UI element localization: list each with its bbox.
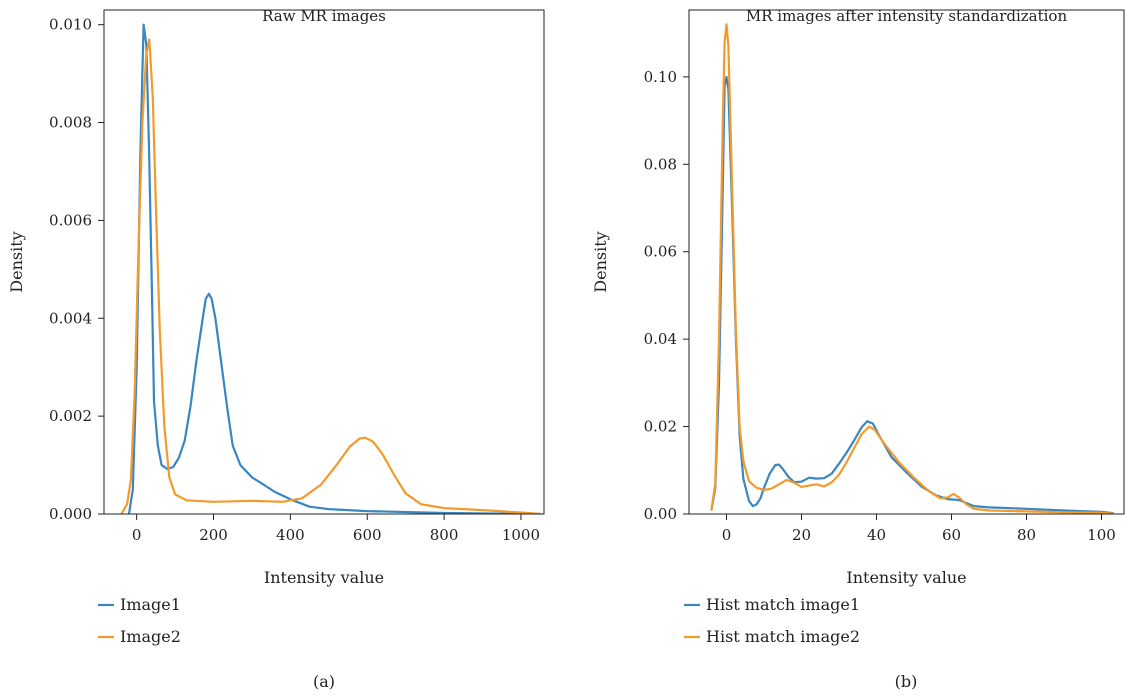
series-line-2	[710, 23, 1114, 514]
panel-label: (a)	[313, 672, 335, 691]
x-axis-label: Intensity value	[264, 568, 384, 587]
chart-title: MR images after intensity standardizatio…	[746, 7, 1068, 25]
x-tick-label: 0	[132, 526, 142, 544]
y-tick-label: 0.000	[49, 505, 92, 523]
chart-standardized-mr: MR images after intensity standardizatio…	[591, 7, 1125, 691]
y-tick-label: 0.00	[644, 505, 677, 523]
y-tick-label: 0.04	[644, 330, 677, 348]
legend-label: Image2	[120, 627, 181, 646]
y-tick-label: 0.10	[644, 68, 677, 86]
y-tick-label: 0.008	[49, 114, 92, 132]
x-tick-label: 600	[353, 526, 382, 544]
plot-frame	[688, 9, 1125, 515]
legend-label: Hist match image1	[706, 595, 860, 614]
plot-frame	[103, 9, 545, 515]
y-tick-label: 0.004	[49, 309, 92, 327]
x-tick-label: 200	[199, 526, 228, 544]
legend-label: Hist match image2	[706, 627, 860, 646]
x-tick-label: 60	[942, 526, 961, 544]
chart-raw-mr: Raw MR images 0 200 400 600 800 1000 0.000 0.002…	[7, 7, 545, 691]
y-tick-label: 0.02	[644, 418, 677, 436]
x-tick-label: 40	[867, 526, 886, 544]
series-line-1	[710, 75, 1114, 514]
x-tick-label: 1000	[502, 526, 540, 544]
y-tick-label: 0.002	[49, 407, 92, 425]
x-tick-label: 400	[276, 526, 305, 544]
x-tick-label: 20	[792, 526, 811, 544]
y-axis-label: Density	[7, 231, 26, 292]
x-axis-label: Intensity value	[846, 568, 966, 587]
x-tick-label: 100	[1087, 526, 1116, 544]
y-axis-label: Density	[591, 231, 610, 292]
y-tick-label: 0.06	[644, 243, 677, 261]
series-line-2	[120, 38, 542, 514]
series-line-1	[127, 23, 542, 514]
y-tick-label: 0.006	[49, 211, 92, 229]
y-tick-label: 0.010	[49, 16, 92, 34]
panel-label: (b)	[895, 672, 918, 691]
x-tick-label: 800	[430, 526, 459, 544]
x-tick-label: 80	[1017, 526, 1036, 544]
x-tick-label: 0	[722, 526, 732, 544]
chart-title: Raw MR images	[262, 7, 386, 25]
y-tick-label: 0.08	[644, 155, 677, 173]
legend-label: Image1	[120, 595, 181, 614]
